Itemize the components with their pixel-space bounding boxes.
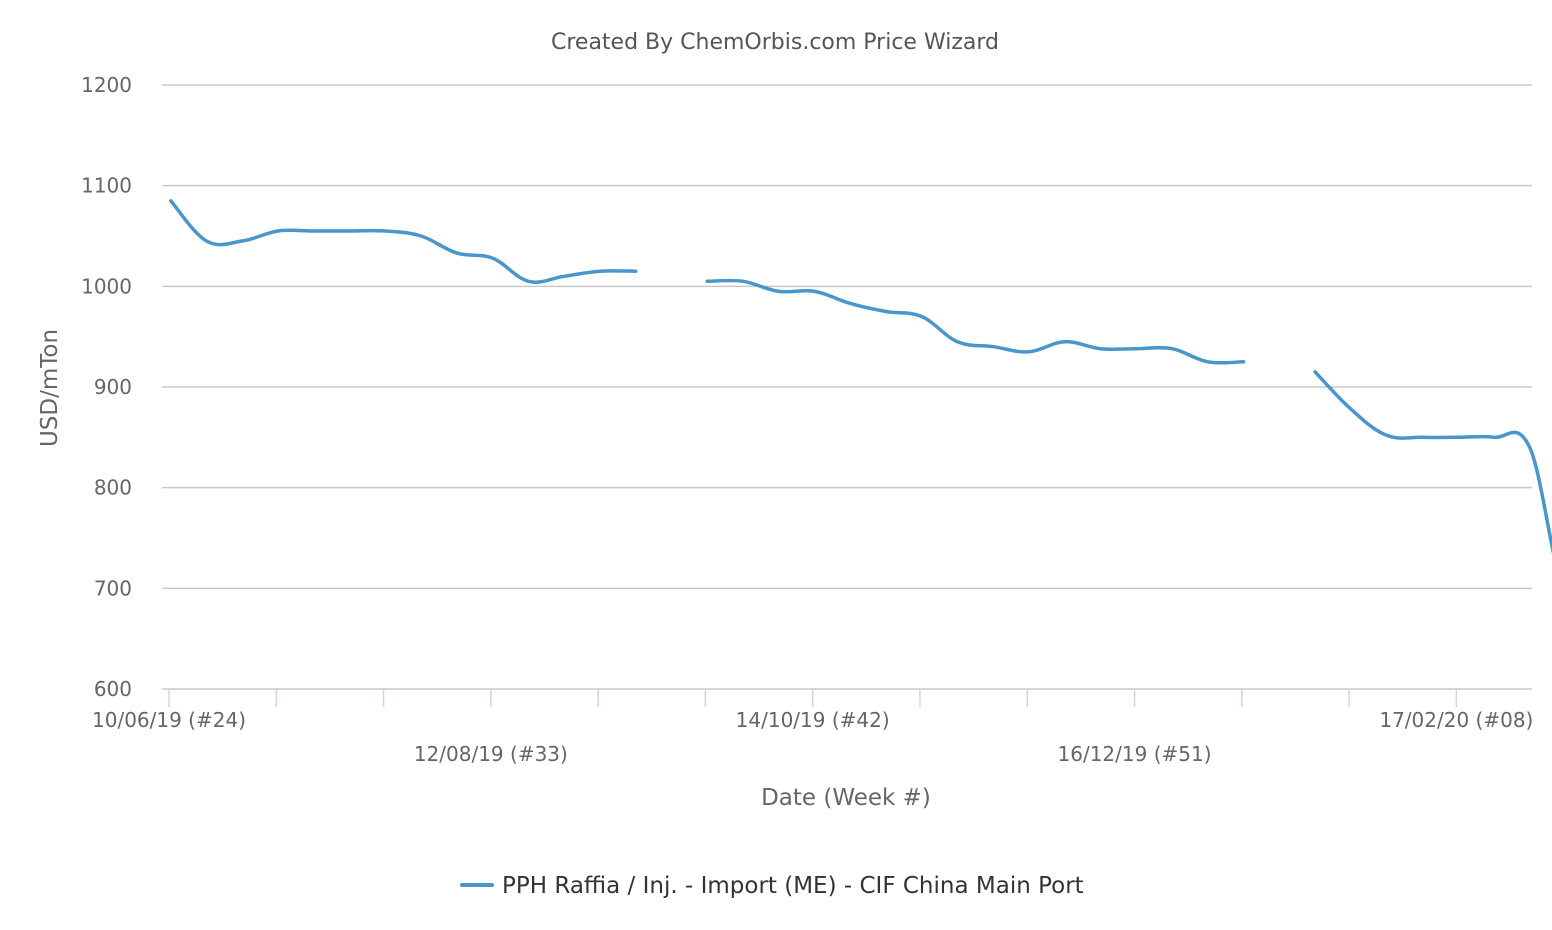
series-line-segment[interactable] — [705, 278, 1246, 365]
y-axis-title: USD/mTon — [37, 329, 63, 447]
series-layer — [169, 199, 1552, 596]
y-tick-label: 700 — [94, 576, 132, 600]
x-tick-label: 10/06/19 (#24) — [92, 708, 246, 732]
legend[interactable]: PPH Raffia / Inj. - Import (ME) - CIF Ch… — [460, 873, 1084, 899]
x-tick-label: 12/08/19 (#33) — [414, 742, 568, 766]
series-line-segment[interactable] — [1313, 349, 1552, 596]
gridlines — [162, 84, 1532, 690]
y-tick-label: 600 — [94, 677, 132, 701]
x-tick-label: 14/10/19 (#42) — [736, 708, 890, 732]
y-tick-label: 800 — [94, 476, 132, 500]
chart-title: Created By ChemOrbis.com Price Wizard — [551, 30, 999, 55]
x-tick-label: 16/12/19 (#51) — [1058, 742, 1212, 766]
y-tick-label: 1100 — [81, 174, 132, 198]
y-tick-label: 900 — [94, 375, 132, 399]
x-axis-title: Date (Week #) — [761, 785, 931, 811]
legend-label: PPH Raffia / Inj. - Import (ME) - CIF Ch… — [502, 873, 1084, 899]
y-tick-label: 1000 — [81, 274, 132, 298]
x-axis-ticks: 10/06/19 (#24) 12/08/19 (#33) 14/10/19 (#4… — [92, 689, 1533, 766]
series-line-segment[interactable] — [169, 199, 638, 284]
y-tick-label: 1200 — [81, 73, 132, 97]
x-tick-label: 17/02/20 (#08) — [1379, 708, 1533, 732]
y-axis-ticks: 600 700 800 900 1000 1100 1200 — [81, 73, 132, 701]
